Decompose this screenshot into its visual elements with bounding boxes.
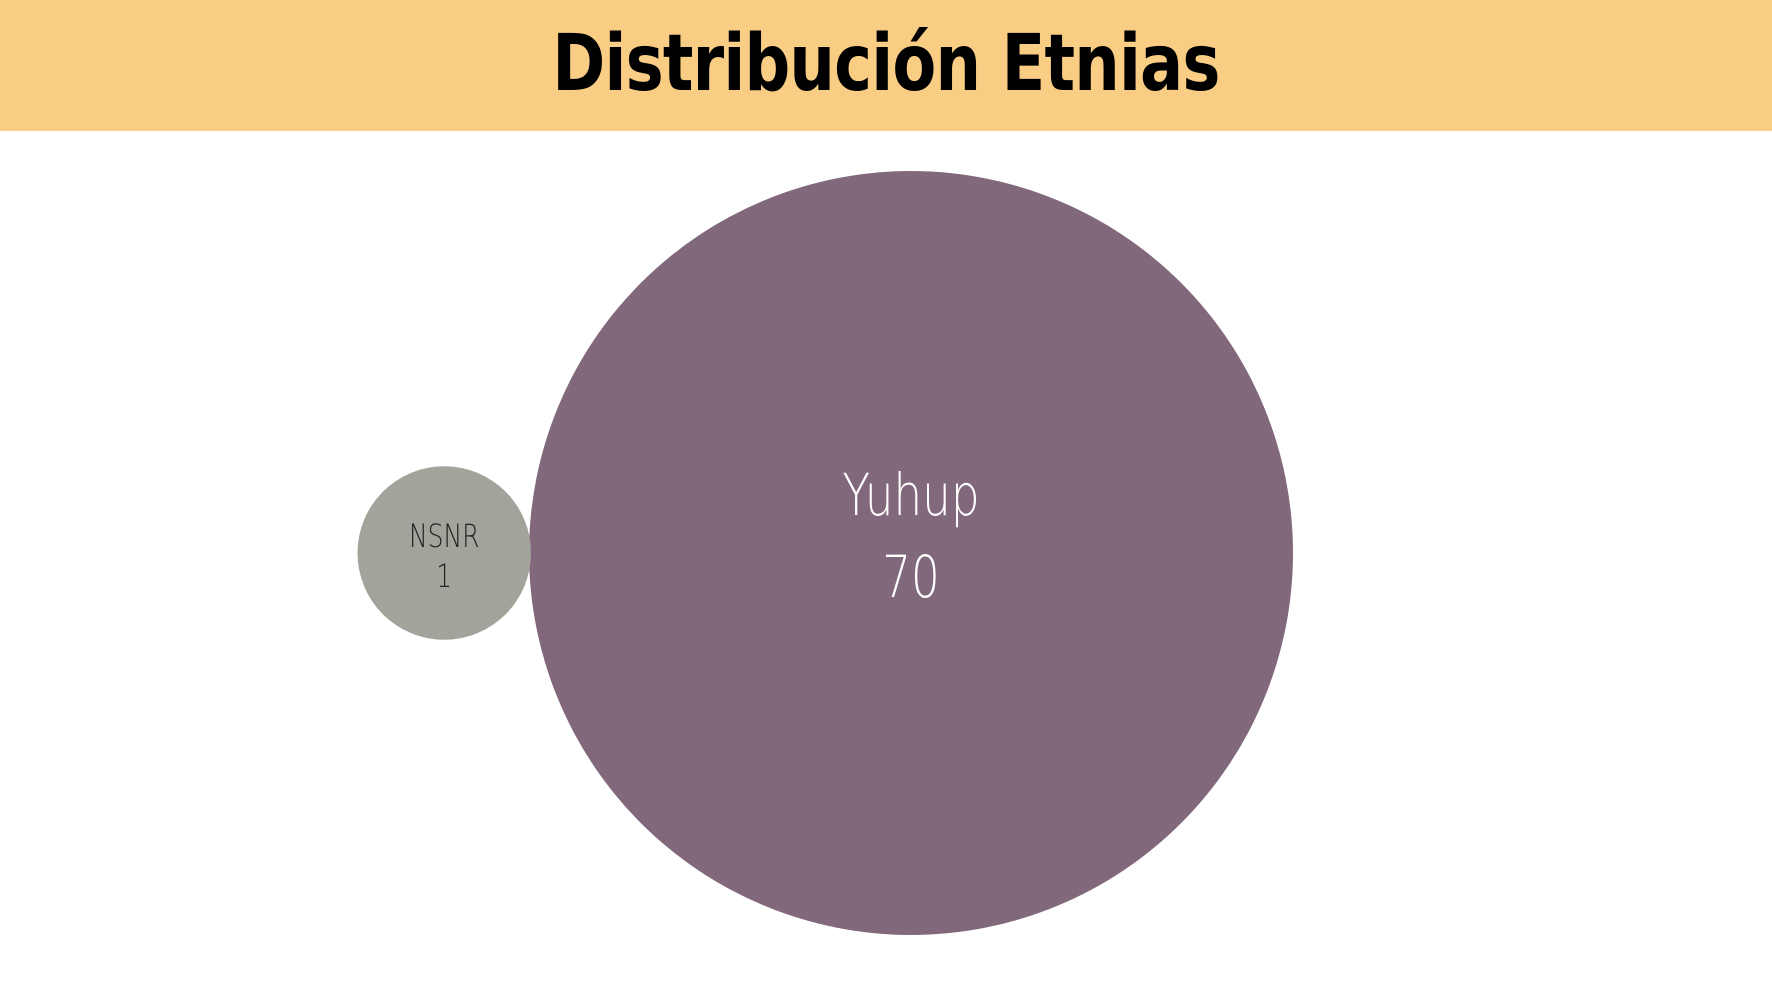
bubble-yuhup [529,171,1293,935]
chart-title: Distribución Etnias [552,18,1220,109]
bubble-value-yuhup: 70 [882,545,940,612]
title-banner: Distribución Etnias [0,0,1772,131]
bubble-label-nsnr: NSNR [409,517,480,555]
bubble-label-yuhup: Yuhup [842,463,979,530]
bubble-nsnr [357,466,531,640]
bubble-value-nsnr: 1 [436,557,452,595]
